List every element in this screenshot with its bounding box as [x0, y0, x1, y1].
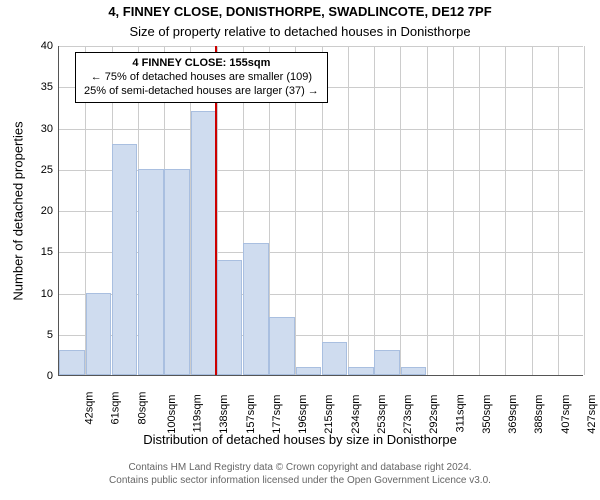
x-tick-label: 369sqm	[507, 395, 519, 434]
gridline-v	[479, 46, 480, 375]
annotation-line1: 4 FINNEY CLOSE: 155sqm	[132, 57, 270, 69]
histogram-bar	[401, 367, 427, 375]
histogram-bar	[191, 111, 217, 375]
y-tick-label: 10	[41, 288, 59, 300]
histogram-bar	[59, 350, 85, 375]
y-axis-label: Number of detached properties	[11, 121, 26, 300]
x-tick-label: 215sqm	[323, 395, 335, 434]
footer-attribution: Contains HM Land Registry data © Crown c…	[0, 462, 600, 487]
gridline-v	[400, 46, 401, 375]
x-tick-label: 388sqm	[533, 395, 545, 434]
histogram-bar	[348, 367, 374, 375]
x-tick-label: 196sqm	[297, 395, 309, 434]
y-tick-label: 15	[41, 246, 59, 258]
histogram-bar	[86, 293, 112, 376]
gridline-v	[558, 46, 559, 375]
y-tick-label: 0	[47, 370, 59, 382]
chart-container: 4, FINNEY CLOSE, DONISTHORPE, SWADLINCOT…	[0, 0, 600, 500]
x-tick-label: 427sqm	[586, 395, 598, 434]
footer-line2: Contains public sector information licen…	[109, 475, 491, 486]
gridline-v	[374, 46, 375, 375]
gridline-v	[427, 46, 428, 375]
footer-line1: Contains HM Land Registry data © Crown c…	[128, 462, 471, 473]
x-tick-label: 80sqm	[136, 392, 148, 425]
gridline-v	[505, 46, 506, 375]
annotation-box: 4 FINNEY CLOSE: 155sqm ← 75% of detached…	[75, 52, 328, 103]
y-tick-label: 20	[41, 205, 59, 217]
x-tick-label: 42sqm	[84, 392, 96, 425]
histogram-bar	[112, 144, 138, 375]
gridline-v	[584, 46, 585, 375]
x-tick-label: 273sqm	[402, 395, 414, 434]
y-tick-label: 25	[41, 164, 59, 176]
y-tick-label: 40	[41, 40, 59, 52]
annotation-line2: ← 75% of detached houses are smaller (10…	[91, 71, 312, 83]
histogram-bar	[138, 169, 164, 375]
histogram-bar	[164, 169, 190, 375]
histogram-bar	[322, 342, 348, 375]
y-tick-label: 5	[47, 329, 59, 341]
x-tick-label: 350sqm	[481, 395, 493, 434]
x-tick-label: 177sqm	[271, 395, 283, 434]
gridline-v	[532, 46, 533, 375]
x-tick-label: 119sqm	[191, 394, 203, 432]
chart-title-line2: Size of property relative to detached ho…	[0, 24, 600, 39]
x-tick-label: 157sqm	[244, 395, 256, 434]
x-tick-label: 61sqm	[110, 392, 122, 425]
x-tick-label: 407sqm	[559, 395, 571, 434]
histogram-bar	[296, 367, 322, 375]
chart-title-line1: 4, FINNEY CLOSE, DONISTHORPE, SWADLINCOT…	[0, 4, 600, 19]
annotation-line3: 25% of semi-detached houses are larger (…	[84, 85, 319, 97]
gridline-v	[453, 46, 454, 375]
x-tick-label: 311sqm	[454, 394, 466, 432]
x-tick-label: 253sqm	[376, 395, 388, 434]
x-tick-label: 292sqm	[428, 395, 440, 434]
y-tick-label: 35	[41, 81, 59, 93]
x-tick-label: 100sqm	[166, 395, 178, 434]
histogram-bar	[217, 260, 243, 376]
x-tick-label: 234sqm	[349, 395, 361, 434]
plot-area: 051015202530354042sqm61sqm80sqm100sqm119…	[58, 46, 583, 376]
histogram-bar	[243, 243, 269, 375]
histogram-bar	[269, 317, 295, 375]
histogram-bar	[374, 350, 400, 375]
y-tick-label: 30	[41, 123, 59, 135]
x-tick-label: 138sqm	[218, 395, 230, 434]
x-axis-label: Distribution of detached houses by size …	[0, 432, 600, 447]
gridline-v	[348, 46, 349, 375]
